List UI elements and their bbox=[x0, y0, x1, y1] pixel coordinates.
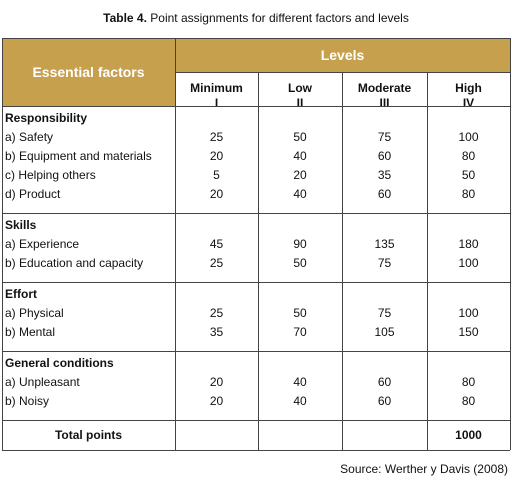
column-roman: IV bbox=[462, 96, 475, 110]
item-value: 80 bbox=[461, 375, 476, 389]
item-value: 40 bbox=[293, 149, 307, 163]
item-value: 80 bbox=[461, 149, 476, 163]
group-name: Effort bbox=[5, 287, 37, 301]
item-value: 100 bbox=[458, 130, 479, 144]
item-value: 20 bbox=[209, 375, 224, 389]
item-value: 45 bbox=[209, 237, 224, 251]
item-label: c) Helping others bbox=[5, 168, 96, 182]
item-value: 50 bbox=[461, 168, 476, 182]
item-value: 25 bbox=[209, 306, 224, 320]
group-name: Skills bbox=[5, 218, 37, 232]
item-value: 20 bbox=[209, 394, 224, 408]
group-name: General conditions bbox=[5, 356, 114, 370]
item-value: 60 bbox=[377, 394, 392, 408]
item-label: b) Education and capacity bbox=[5, 256, 144, 270]
item-value: 80 bbox=[461, 394, 476, 408]
column-roman: III bbox=[379, 96, 390, 110]
column-border bbox=[2, 38, 3, 450]
item-value: 35 bbox=[209, 325, 224, 339]
column-name: Moderate bbox=[357, 81, 412, 95]
column-border bbox=[258, 72, 259, 450]
item-label: b) Equipment and materials bbox=[5, 149, 152, 163]
item-value: 80 bbox=[461, 187, 476, 201]
row-border bbox=[2, 420, 510, 421]
row-border bbox=[2, 450, 510, 451]
item-label: d) Product bbox=[5, 187, 61, 201]
row-border bbox=[2, 106, 510, 107]
item-value: 25 bbox=[209, 130, 224, 144]
item-value: 100 bbox=[458, 306, 479, 320]
row-border bbox=[2, 282, 510, 283]
item-label: b) Noisy bbox=[5, 394, 50, 408]
column-border bbox=[175, 38, 176, 450]
header-levels-bg bbox=[175, 38, 510, 72]
group-name: Responsibility bbox=[5, 111, 88, 125]
item-value: 100 bbox=[458, 256, 479, 270]
item-label: a) Experience bbox=[5, 237, 80, 251]
item-value: 180 bbox=[458, 237, 479, 251]
column-border bbox=[510, 38, 511, 450]
item-value: 60 bbox=[377, 375, 392, 389]
item-value: 75 bbox=[377, 130, 392, 144]
item-value: 75 bbox=[377, 256, 392, 270]
source-note: Source: Werther y Davis (2008) bbox=[340, 462, 508, 476]
item-label: a) Unpleasant bbox=[5, 375, 80, 389]
item-value: 50 bbox=[293, 256, 307, 270]
item-value: 40 bbox=[293, 375, 307, 389]
column-roman: II bbox=[296, 96, 304, 110]
item-value: 150 bbox=[458, 325, 479, 339]
row-border bbox=[2, 213, 510, 214]
header-factors: Essential factors bbox=[32, 64, 145, 80]
caption-label: Table 4. bbox=[103, 11, 147, 25]
item-value: 40 bbox=[293, 187, 307, 201]
caption-text: Point assignments for different factors … bbox=[150, 11, 409, 25]
total-label: Total points bbox=[54, 428, 123, 442]
item-value: 25 bbox=[209, 256, 224, 270]
total-value: 1000 bbox=[455, 428, 482, 442]
item-value: 40 bbox=[293, 394, 307, 408]
item-value: 50 bbox=[293, 306, 307, 320]
item-label: a) Safety bbox=[5, 130, 54, 144]
item-value: 20 bbox=[293, 168, 307, 182]
item-value: 35 bbox=[377, 168, 392, 182]
item-value: 60 bbox=[377, 149, 392, 163]
item-value: 20 bbox=[209, 149, 224, 163]
header-levels: Levels bbox=[320, 47, 365, 63]
item-value: 75 bbox=[377, 306, 392, 320]
item-value: 105 bbox=[374, 325, 395, 339]
column-border bbox=[342, 72, 343, 450]
item-value: 60 bbox=[377, 187, 392, 201]
row-border bbox=[2, 351, 510, 352]
column-roman: I bbox=[214, 96, 219, 110]
item-value: 70 bbox=[293, 325, 307, 339]
item-value: 5 bbox=[213, 168, 220, 182]
column-border bbox=[427, 72, 428, 450]
header-factors-bg bbox=[2, 38, 175, 106]
table-caption: Table 4. Point assignments for different… bbox=[0, 11, 512, 25]
item-label: b) Mental bbox=[5, 325, 56, 339]
column-name: Low bbox=[288, 81, 312, 95]
item-value: 90 bbox=[293, 237, 307, 251]
item-label: a) Physical bbox=[5, 306, 64, 320]
item-value: 135 bbox=[374, 237, 395, 251]
row-border bbox=[2, 38, 510, 39]
column-name: High bbox=[455, 81, 482, 95]
item-value: 50 bbox=[293, 130, 307, 144]
item-value: 20 bbox=[209, 187, 224, 201]
column-name: Minimum bbox=[190, 81, 243, 95]
